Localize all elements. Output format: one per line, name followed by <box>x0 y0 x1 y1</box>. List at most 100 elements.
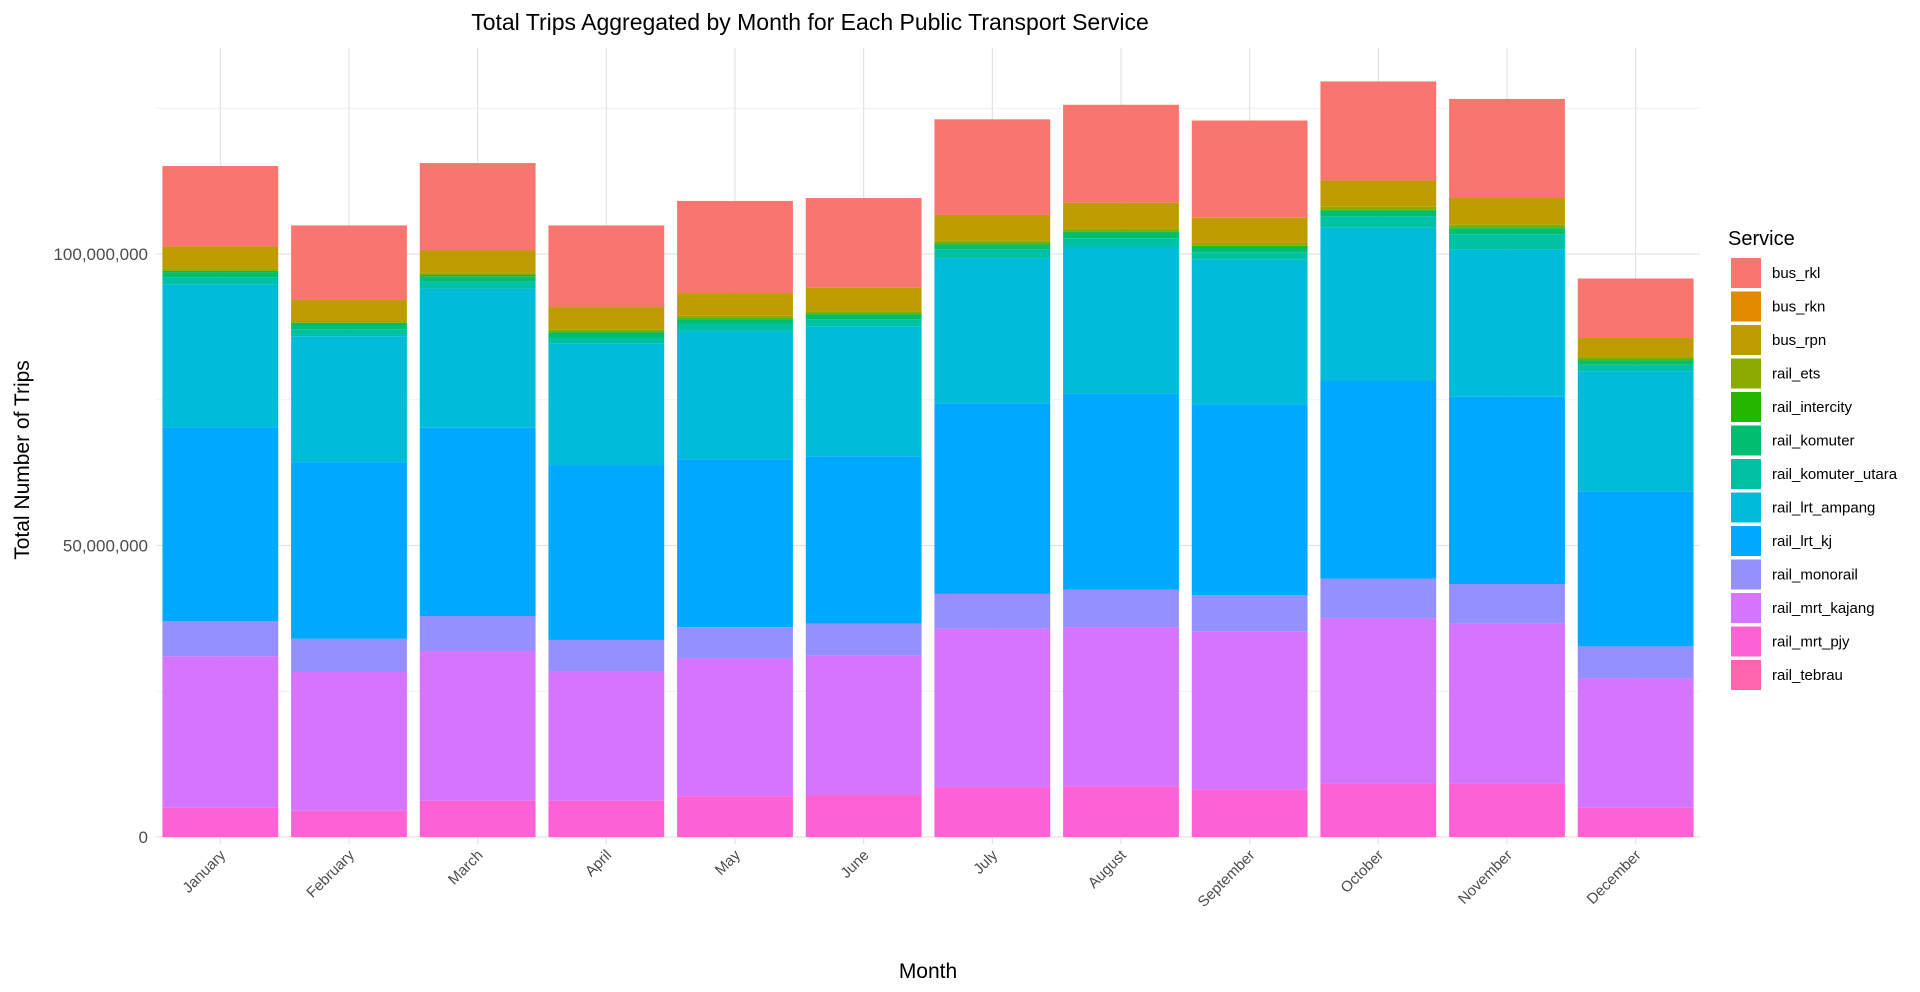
bar-segment-rail_lrt_kj[interactable] <box>1577 491 1694 647</box>
bar-segment-bus_rpn[interactable] <box>1449 198 1565 225</box>
bar-segment-rail_komuter_utara[interactable] <box>1320 216 1437 228</box>
bar-segment-rail_mrt_pjy[interactable] <box>548 800 665 837</box>
bar-segment-bus_rpn[interactable] <box>1320 180 1437 207</box>
bar-segment-bus_rpn[interactable] <box>419 250 536 273</box>
bar-segment-rail_lrt_ampang[interactable] <box>419 288 536 428</box>
bar-segment-rail_mrt_kajang[interactable] <box>548 671 665 801</box>
bar-segment-rail_mrt_kajang[interactable] <box>677 658 793 797</box>
bar-segment-rail_monorail[interactable] <box>1191 595 1308 632</box>
bar-segment-rail_ets[interactable] <box>677 315 793 319</box>
bar-segment-rail_monorail[interactable] <box>1063 589 1179 628</box>
bar-segment-bus_rpn[interactable] <box>291 300 407 322</box>
bar-segment-rail_ets[interactable] <box>1449 224 1565 228</box>
bar-segment-rail_komuter[interactable] <box>1320 210 1437 217</box>
bar-segment-rail_komuter_utara[interactable] <box>1191 252 1308 260</box>
bar-segment-bus_rpn[interactable] <box>1063 202 1179 229</box>
bar-segment-rail_monorail[interactable] <box>291 638 407 673</box>
bar-segment-rail_mrt_kajang[interactable] <box>291 672 407 811</box>
bar-segment-rail_lrt_kj[interactable] <box>934 403 1051 594</box>
bar-segment-rail_lrt_kj[interactable] <box>1320 380 1437 579</box>
bar-segment-rail_komuter[interactable] <box>1577 360 1694 365</box>
bar-segment-rail_ets[interactable] <box>1063 228 1179 232</box>
bar-segment-rail_komuter[interactable] <box>548 332 665 338</box>
bar-segment-rail_komuter[interactable] <box>291 323 407 330</box>
bar-segment-rail_komuter_utara[interactable] <box>934 249 1051 259</box>
bar-segment-rail_lrt_kj[interactable] <box>1191 404 1308 596</box>
bar-segment-bus_rkl[interactable] <box>548 225 665 308</box>
bar-segment-rail_mrt_kajang[interactable] <box>1577 678 1694 808</box>
bar-segment-rail_intercity[interactable] <box>548 331 665 333</box>
bar-segment-rail_ets[interactable] <box>1577 356 1694 360</box>
bar-segment-rail_komuter_utara[interactable] <box>1449 234 1565 250</box>
bar-segment-rail_mrt_kajang[interactable] <box>1063 627 1179 787</box>
bar-segment-rail_ets[interactable] <box>548 329 665 332</box>
bar-segment-rail_komuter_utara[interactable] <box>419 281 536 289</box>
bar-segment-rail_monorail[interactable] <box>1577 646 1694 679</box>
bar-segment-rail_lrt_kj[interactable] <box>1063 393 1179 590</box>
bar-segment-rail_lrt_ampang[interactable] <box>1577 371 1694 492</box>
bar-segment-rail_mrt_pjy[interactable] <box>291 810 407 837</box>
bar-segment-rail_lrt_kj[interactable] <box>1449 396 1565 584</box>
bar-segment-rail_mrt_pjy[interactable] <box>162 807 279 837</box>
bar-segment-rail_ets[interactable] <box>1320 206 1437 210</box>
bar-segment-rail_monorail[interactable] <box>1320 578 1437 619</box>
bar-segment-rail_mrt_pjy[interactable] <box>934 787 1051 837</box>
bar-segment-bus_rkl[interactable] <box>1577 278 1694 338</box>
bar-segment-rail_lrt_ampang[interactable] <box>291 336 407 463</box>
bar-segment-bus_rpn[interactable] <box>1577 337 1694 357</box>
bar-segment-rail_intercity[interactable] <box>677 318 793 320</box>
bar-segment-rail_komuter_utara[interactable] <box>291 329 407 337</box>
bar-segment-rail_komuter_utara[interactable] <box>548 337 665 344</box>
bar-segment-rail_intercity[interactable] <box>1191 245 1308 248</box>
bar-segment-rail_mrt_pjy[interactable] <box>419 800 536 837</box>
bar-segment-rail_ets[interactable] <box>805 311 922 314</box>
bar-segment-rail_komuter[interactable] <box>419 276 536 282</box>
bar-segment-bus_rkl[interactable] <box>1063 104 1179 203</box>
bar-segment-rail_lrt_kj[interactable] <box>805 456 922 624</box>
bar-segment-rail_lrt_ampang[interactable] <box>677 330 793 460</box>
bar-segment-rail_komuter_utara[interactable] <box>805 319 922 327</box>
bar-segment-bus_rkl[interactable] <box>162 165 279 247</box>
bar-segment-rail_komuter_utara[interactable] <box>162 277 279 285</box>
bar-segment-rail_monorail[interactable] <box>1449 583 1565 624</box>
bar-segment-rail_mrt_kajang[interactable] <box>934 628 1051 788</box>
bar-segment-rail_komuter[interactable] <box>1191 247 1308 253</box>
bar-segment-rail_mrt_kajang[interactable] <box>1449 623 1565 784</box>
bar-segment-rail_monorail[interactable] <box>548 639 665 672</box>
bar-segment-rail_intercity[interactable] <box>934 243 1051 245</box>
bar-segment-rail_monorail[interactable] <box>419 616 536 652</box>
bar-segment-rail_mrt_pjy[interactable] <box>677 796 793 837</box>
bar-segment-bus_rkl[interactable] <box>1320 81 1437 181</box>
bar-segment-rail_intercity[interactable] <box>1320 209 1437 211</box>
bar-segment-rail_intercity[interactable] <box>419 274 536 277</box>
bar-segment-rail_monorail[interactable] <box>805 623 922 656</box>
bar-segment-rail_lrt_ampang[interactable] <box>1449 249 1565 397</box>
bar-segment-bus_rkl[interactable] <box>805 198 922 288</box>
bar-segment-rail_mrt_kajang[interactable] <box>1320 618 1437 784</box>
bar-segment-bus_rpn[interactable] <box>677 293 793 316</box>
bar-segment-bus_rkl[interactable] <box>1191 120 1308 218</box>
bar-segment-rail_monorail[interactable] <box>162 621 279 657</box>
bar-segment-rail_lrt_kj[interactable] <box>291 462 407 639</box>
bar-segment-bus_rpn[interactable] <box>162 246 279 269</box>
bar-segment-bus_rkl[interactable] <box>934 119 1051 215</box>
bar-segment-rail_komuter[interactable] <box>162 272 279 278</box>
bar-segment-rail_komuter[interactable] <box>934 244 1051 250</box>
bar-segment-rail_intercity[interactable] <box>1449 227 1565 229</box>
bar-segment-bus_rkl[interactable] <box>1449 98 1565 199</box>
bar-segment-bus_rkl[interactable] <box>419 163 536 251</box>
bar-segment-rail_mrt_pjy[interactable] <box>1449 783 1565 837</box>
bar-segment-rail_komuter[interactable] <box>1063 232 1179 239</box>
bar-segment-rail_mrt_kajang[interactable] <box>805 655 922 796</box>
bar-segment-rail_komuter[interactable] <box>677 319 793 324</box>
bar-segment-rail_lrt_kj[interactable] <box>162 427 279 622</box>
bar-segment-rail_lrt_ampang[interactable] <box>805 326 922 457</box>
bar-segment-bus_rpn[interactable] <box>934 214 1051 241</box>
bar-segment-rail_intercity[interactable] <box>162 270 279 273</box>
bar-segment-bus_rpn[interactable] <box>1191 217 1308 243</box>
bar-segment-rail_mrt_kajang[interactable] <box>162 656 279 808</box>
bar-segment-rail_mrt_pjy[interactable] <box>1063 786 1179 837</box>
bar-segment-rail_mrt_pjy[interactable] <box>805 795 922 837</box>
bar-segment-rail_komuter[interactable] <box>805 314 922 320</box>
bar-segment-rail_intercity[interactable] <box>1577 359 1694 361</box>
